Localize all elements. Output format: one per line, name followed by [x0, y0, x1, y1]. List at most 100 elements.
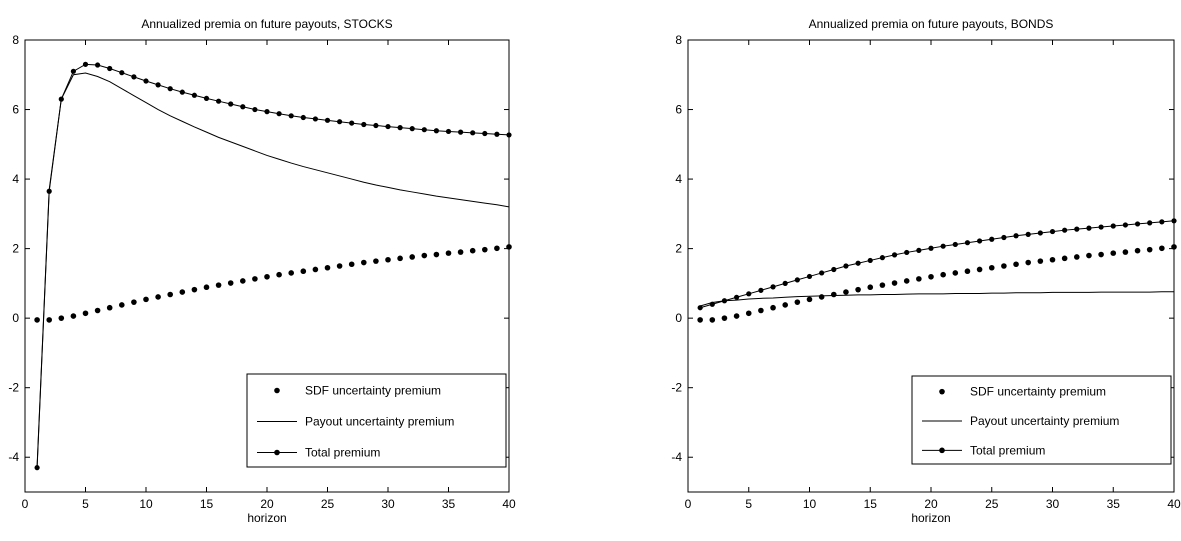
data-point [733, 313, 740, 319]
data-point [191, 92, 197, 98]
x-tick-label: 10 [803, 497, 817, 511]
data-point [179, 89, 185, 95]
data-point [131, 74, 137, 80]
data-point [70, 313, 77, 319]
data-point [107, 65, 113, 72]
data-point [977, 238, 983, 244]
data-point [928, 273, 934, 280]
y-tick-label: -2 [671, 381, 682, 395]
data-point [433, 128, 439, 134]
data-point [361, 259, 367, 266]
data-point [1171, 218, 1177, 224]
data-point [506, 132, 512, 138]
data-point [191, 286, 198, 293]
data-point [361, 121, 367, 128]
y-tick-label: 6 [12, 103, 19, 117]
x-axis-label: horizon [247, 511, 286, 525]
data-point [1049, 256, 1056, 263]
series-payout-uncertainty-premium [36, 72, 510, 466]
data-point [494, 245, 500, 252]
x-tick-label: 25 [321, 497, 335, 511]
data-point [94, 307, 101, 314]
data-point [82, 310, 89, 317]
legend-box [246, 373, 507, 468]
legend-dot-swatch [274, 449, 280, 456]
y-tick-label: 2 [675, 242, 682, 256]
data-point [818, 294, 825, 300]
data-point [867, 257, 873, 264]
legend-item: Total premium [922, 443, 1045, 457]
data-point [167, 86, 173, 92]
data-point [940, 271, 946, 278]
data-point [324, 117, 331, 123]
legend-box [911, 375, 1172, 465]
y-tick-label: 0 [12, 311, 19, 325]
data-point [445, 128, 452, 135]
data-point [58, 315, 65, 321]
legend-dot-swatch [939, 388, 945, 395]
y-tick-label: 4 [12, 172, 19, 186]
y-tick-label: -4 [671, 450, 682, 464]
chart-2: Annualized premia on future payouts, BON… [671, 17, 1181, 525]
data-point [806, 296, 813, 303]
data-point [1171, 244, 1177, 250]
data-point [227, 280, 234, 286]
data-point [312, 266, 319, 273]
data-point [373, 258, 379, 264]
data-point [867, 284, 874, 291]
data-point [95, 62, 101, 68]
legend-label: SDF uncertainty premium [970, 385, 1106, 399]
data-point [373, 122, 379, 129]
data-point [1037, 230, 1043, 236]
x-tick-label: 15 [200, 497, 214, 511]
legend-item: Payout uncertainty premium [922, 414, 1119, 428]
data-point [312, 116, 318, 122]
data-point [179, 289, 186, 295]
data-point [46, 317, 52, 323]
data-point [928, 245, 934, 251]
legend: SDF uncertainty premium Payout uncertaint… [911, 375, 1172, 465]
data-point [903, 278, 910, 284]
data-point [397, 125, 403, 131]
data-point [1049, 228, 1056, 235]
data-point [143, 296, 149, 303]
data-point [482, 130, 488, 137]
data-point [843, 289, 849, 295]
series-total-premium [697, 218, 1177, 311]
data-point [952, 270, 959, 276]
data-point [1122, 249, 1129, 255]
data-point [1159, 219, 1165, 225]
data-point [904, 249, 910, 256]
y-tick-label: 4 [675, 172, 682, 186]
data-point [1062, 227, 1068, 233]
data-point [82, 61, 89, 67]
data-point [228, 101, 234, 107]
data-point [964, 268, 971, 275]
data-point [397, 255, 403, 262]
data-point [1110, 223, 1116, 229]
data-point [106, 304, 113, 311]
data-point [409, 254, 416, 260]
legend-dot-swatch [274, 387, 280, 394]
legend-item: Total premium [257, 446, 380, 460]
data-point [300, 268, 307, 275]
data-point [252, 276, 258, 282]
data-point [203, 284, 210, 291]
y-tick-label: 8 [12, 33, 19, 47]
data-point [806, 273, 813, 280]
data-point [348, 261, 355, 268]
legend-label: Payout uncertainty premium [970, 414, 1119, 428]
data-point [421, 127, 427, 133]
x-tick-label: 5 [82, 497, 89, 511]
data-point [457, 249, 464, 255]
data-point [240, 104, 246, 110]
x-axis-label: horizon [911, 511, 950, 525]
data-point [1146, 246, 1153, 253]
data-point [1110, 250, 1117, 256]
data-point [734, 294, 740, 300]
x-tick-label: 0 [22, 497, 29, 511]
data-point [1001, 263, 1007, 269]
data-point [964, 240, 971, 246]
data-point [940, 243, 946, 249]
